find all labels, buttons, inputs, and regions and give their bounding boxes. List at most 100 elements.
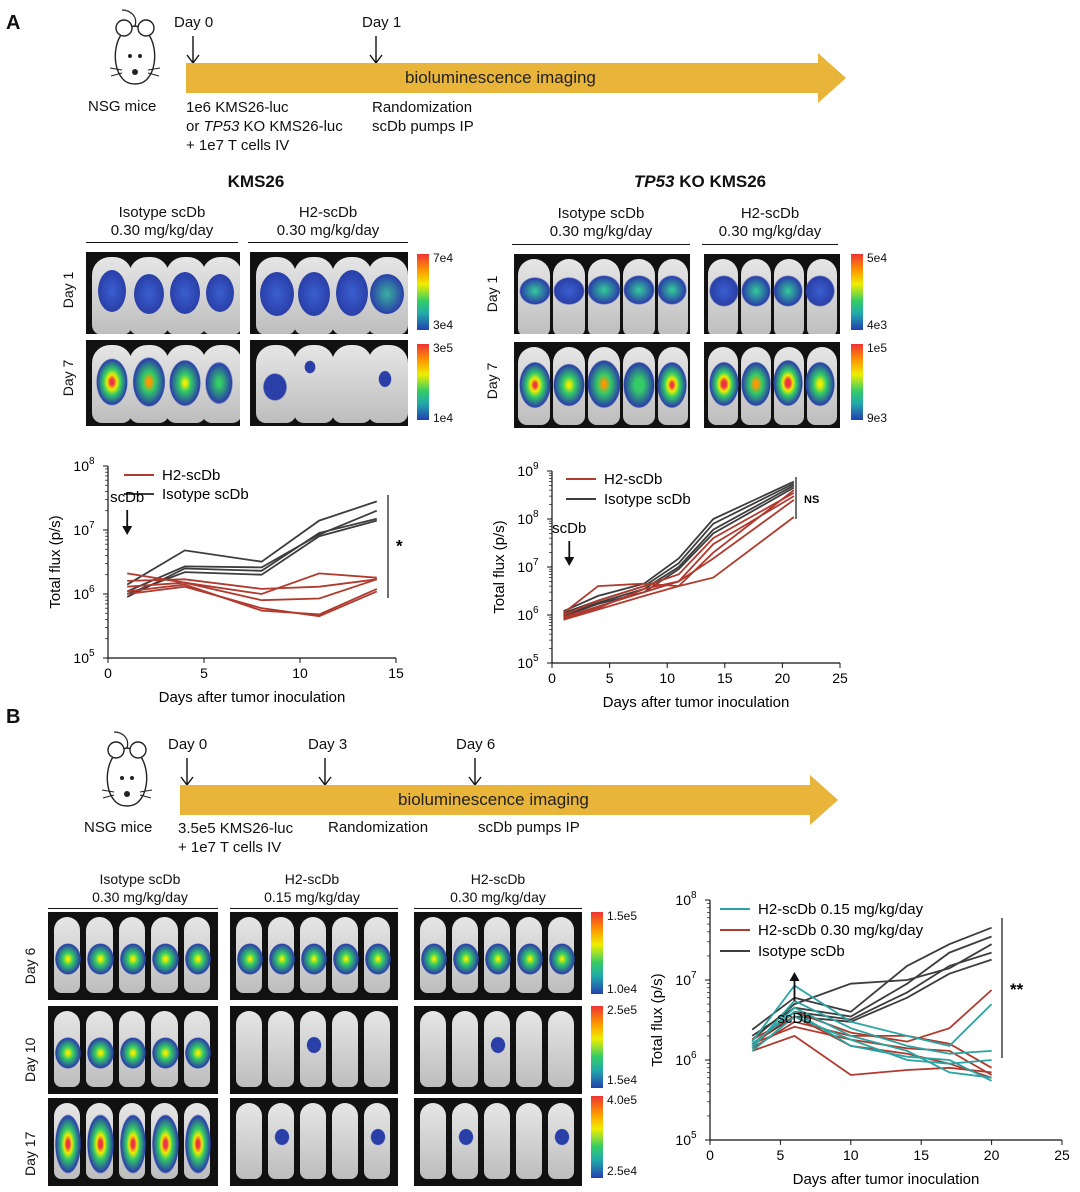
annotation-label: scDb — [777, 1010, 811, 1027]
legend-label: Isotype scDb — [604, 491, 691, 508]
x-tick-label: 15 — [388, 665, 404, 681]
bli-image — [414, 1098, 582, 1186]
bli-image — [704, 254, 840, 334]
down-arrow-icon — [468, 758, 482, 787]
legend-label: Isotype scDb — [758, 943, 845, 960]
x-tick-label: 0 — [706, 1147, 714, 1163]
colorbar-max: 1.5e5 — [607, 909, 638, 923]
colorbar-max: 3e5 — [433, 341, 454, 355]
x-tick-label: 5 — [606, 670, 614, 686]
panel-letter-a: A — [6, 12, 21, 34]
y-tick-label: 107 — [675, 970, 697, 988]
group-label: H2-scDb 0.15 mg/kg/day — [264, 871, 360, 905]
y-tick-label: 108 — [675, 890, 697, 908]
y-tick-label: 107 — [517, 557, 539, 575]
x-tick-label: 10 — [659, 670, 675, 686]
down-arrow-icon — [180, 758, 194, 787]
timeline-day3: Day 3 — [308, 736, 348, 753]
legend-label: H2-scDb 0.30 mg/kg/day — [758, 922, 924, 939]
x-tick-label: 5 — [200, 665, 208, 681]
bli-image — [414, 912, 582, 1000]
x-axis-label: Days after tumor inoculation — [159, 689, 346, 706]
series-line — [563, 480, 795, 613]
timeline-note-pumps: scDb pumps IP — [478, 819, 580, 836]
colorbar — [591, 1006, 603, 1088]
row-label: Day 10 — [22, 1037, 38, 1082]
significance-label: * — [396, 537, 403, 556]
bli-image — [48, 912, 218, 1000]
legend-label: H2-scDb — [162, 467, 220, 484]
bli-image — [250, 340, 408, 426]
significance-label: ** — [1010, 980, 1024, 999]
colorbar-max: 2.5e5 — [607, 1003, 638, 1017]
x-tick-label: 10 — [292, 665, 308, 681]
x-tick-label: 0 — [104, 665, 112, 681]
timeline-bar — [180, 785, 812, 815]
colorbar-min: 4e3 — [867, 318, 888, 332]
row-label: Day 7 — [484, 362, 500, 400]
row-label: Day 1 — [484, 275, 500, 313]
tp53-ko-title: TP53 KO KMS26 — [633, 172, 767, 191]
bli-image — [230, 1098, 398, 1186]
bli-image — [250, 252, 408, 334]
group-label: Isotype scDb 0.30 mg/kg/day — [110, 204, 214, 239]
legend-label: Isotype scDb — [162, 486, 249, 503]
y-tick-label: 105 — [675, 1130, 697, 1148]
x-tick-label: 5 — [777, 1147, 785, 1163]
series-line — [126, 519, 378, 595]
series-line — [563, 495, 795, 619]
x-tick-label: 20 — [984, 1147, 1000, 1163]
colorbar-min: 9e3 — [867, 411, 888, 425]
series-line — [751, 926, 992, 1031]
bli-image — [230, 912, 398, 1000]
mouse-label: NSG mice — [88, 98, 157, 115]
row-label: Day 17 — [22, 1131, 38, 1176]
series-line — [127, 578, 377, 590]
x-axis-label: Days after tumor inoculation — [603, 694, 790, 711]
series-line — [751, 1006, 992, 1079]
x-tick-label: 15 — [717, 670, 733, 686]
colorbar — [851, 344, 863, 420]
down-arrow-icon — [318, 758, 332, 787]
series-line — [751, 984, 993, 1047]
y-tick-label: 108 — [517, 509, 539, 527]
colorbar-min: 3e4 — [433, 318, 454, 332]
group-label: H2-scDb 0.30 mg/kg/day — [718, 205, 822, 240]
y-axis-label: Total flux (p/s) — [491, 520, 508, 613]
x-tick-label: 25 — [832, 670, 848, 686]
series-line — [127, 585, 378, 618]
annotation-label: scDb — [552, 520, 586, 537]
timeline-note-injection: 3.5e5 KMS26-luc + 1e7 T cells IV — [178, 820, 294, 856]
bli-image — [48, 1098, 218, 1186]
timeline-bar-text: bioluminescence imaging — [405, 68, 596, 87]
annotation-arrowhead — [564, 557, 575, 566]
x-tick-label: 20 — [775, 670, 791, 686]
colorbar-min: 1.0e4 — [607, 982, 638, 996]
colorbar-min: 2.5e4 — [607, 1164, 638, 1178]
timeline-note-randomization: Randomization — [328, 819, 429, 836]
significance-label: NS — [804, 494, 819, 506]
series-line — [563, 484, 795, 616]
y-tick-label: 107 — [73, 520, 95, 538]
down-arrow-icon — [369, 36, 383, 65]
group-label: H2-scDb 0.30 mg/kg/day — [276, 204, 380, 239]
bli-image — [414, 1006, 582, 1094]
colorbar — [591, 912, 603, 994]
x-tick-label: 0 — [548, 670, 556, 686]
series-line — [127, 578, 378, 602]
y-tick-label: 106 — [517, 605, 539, 623]
bli-image — [86, 340, 240, 426]
series-line — [562, 489, 795, 614]
timeline-arrowhead — [818, 53, 846, 103]
bli-image — [514, 254, 690, 334]
y-axis-label: Total flux (p/s) — [47, 515, 64, 608]
series-line — [563, 492, 795, 616]
colorbar-max: 7e4 — [433, 251, 454, 265]
series-line — [751, 951, 992, 1047]
colorbar-max: 4.0e5 — [607, 1093, 638, 1107]
colorbar — [417, 344, 429, 420]
timeline-arrowhead — [810, 775, 838, 825]
timeline-day0: Day 0 — [174, 14, 214, 31]
timeline-note-randomization: Randomization scDb pumps IP — [372, 99, 474, 135]
series-line — [126, 509, 378, 593]
